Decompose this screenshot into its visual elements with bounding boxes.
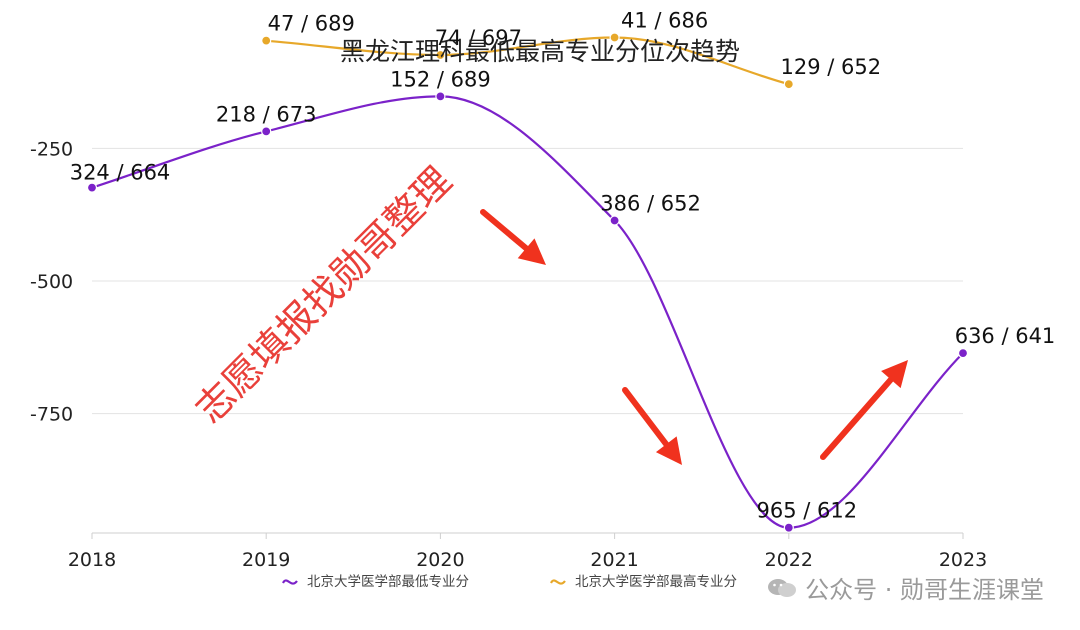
data-label: 636 / 641 [955,324,1056,348]
data-label: 324 / 664 [70,161,171,185]
data-point [609,32,620,43]
x-tick-label: 2022 [765,549,813,571]
data-point [609,215,620,226]
data-label: 386 / 652 [600,192,701,216]
trend-arrow [820,360,908,460]
legend-swatch [282,579,298,585]
axes: -250 -500 -750 2018 2019 2020 2021 2022 2023 [30,138,987,571]
data-label: 74 / 697 [435,26,522,50]
data-point [261,35,272,46]
brand-text: 公众号 · 勋哥生涯课堂 [805,576,1044,604]
data-point [435,49,446,61]
series-line [266,36,790,86]
data-point [783,79,794,90]
wechat-icon [768,578,797,597]
x-tick-label: 2020 [416,549,464,571]
trend-arrow [480,209,546,265]
x-tick-label: 2021 [590,549,638,571]
data-point [957,348,969,359]
data-label: 47 / 689 [268,12,355,36]
trend-arrows [480,209,908,465]
data-point [435,91,446,102]
data-point [261,126,272,137]
series-line [91,95,964,529]
data-label: 129 / 652 [781,55,882,79]
data-points [86,32,969,533]
legend-swatch [550,579,566,585]
legend: 北京大学医学部最低专业分 北京大学医学部最高专业分 [282,573,737,590]
y-tick-label: -500 [30,271,73,293]
brand-footer: 公众号 · 勋哥生涯课堂 [767,570,1044,605]
data-point [783,522,794,533]
x-tick-label: 2019 [242,549,290,571]
legend-label: 北京大学医学部最高专业分 [575,573,737,590]
trend-arrow [622,387,682,465]
y-tick-label: -250 [30,138,73,160]
data-labels: 47 / 689 74 / 697 41 / 686 129 / 652 324 / 6… [70,8,1056,522]
legend-item: 北京大学医学部最低专业分 [282,574,469,590]
data-point [86,182,98,193]
legend-item: 北京大学医学部最高专业分 [550,573,737,590]
data-label: 218 / 673 [216,102,317,126]
x-tick-label: 2023 [939,549,987,571]
data-label: 152 / 689 [390,67,491,91]
y-tick-label: -750 [30,404,73,426]
legend-label: 北京大学医学部最低专业分 [307,574,469,590]
x-tick-label: 2018 [68,549,116,571]
grid-lines [92,147,963,415]
chart-title: 黑龙江理科最低最高专业分位次趋势 [339,37,740,66]
data-label: 965 / 612 [757,499,858,523]
data-label: 41 / 686 [621,8,708,32]
